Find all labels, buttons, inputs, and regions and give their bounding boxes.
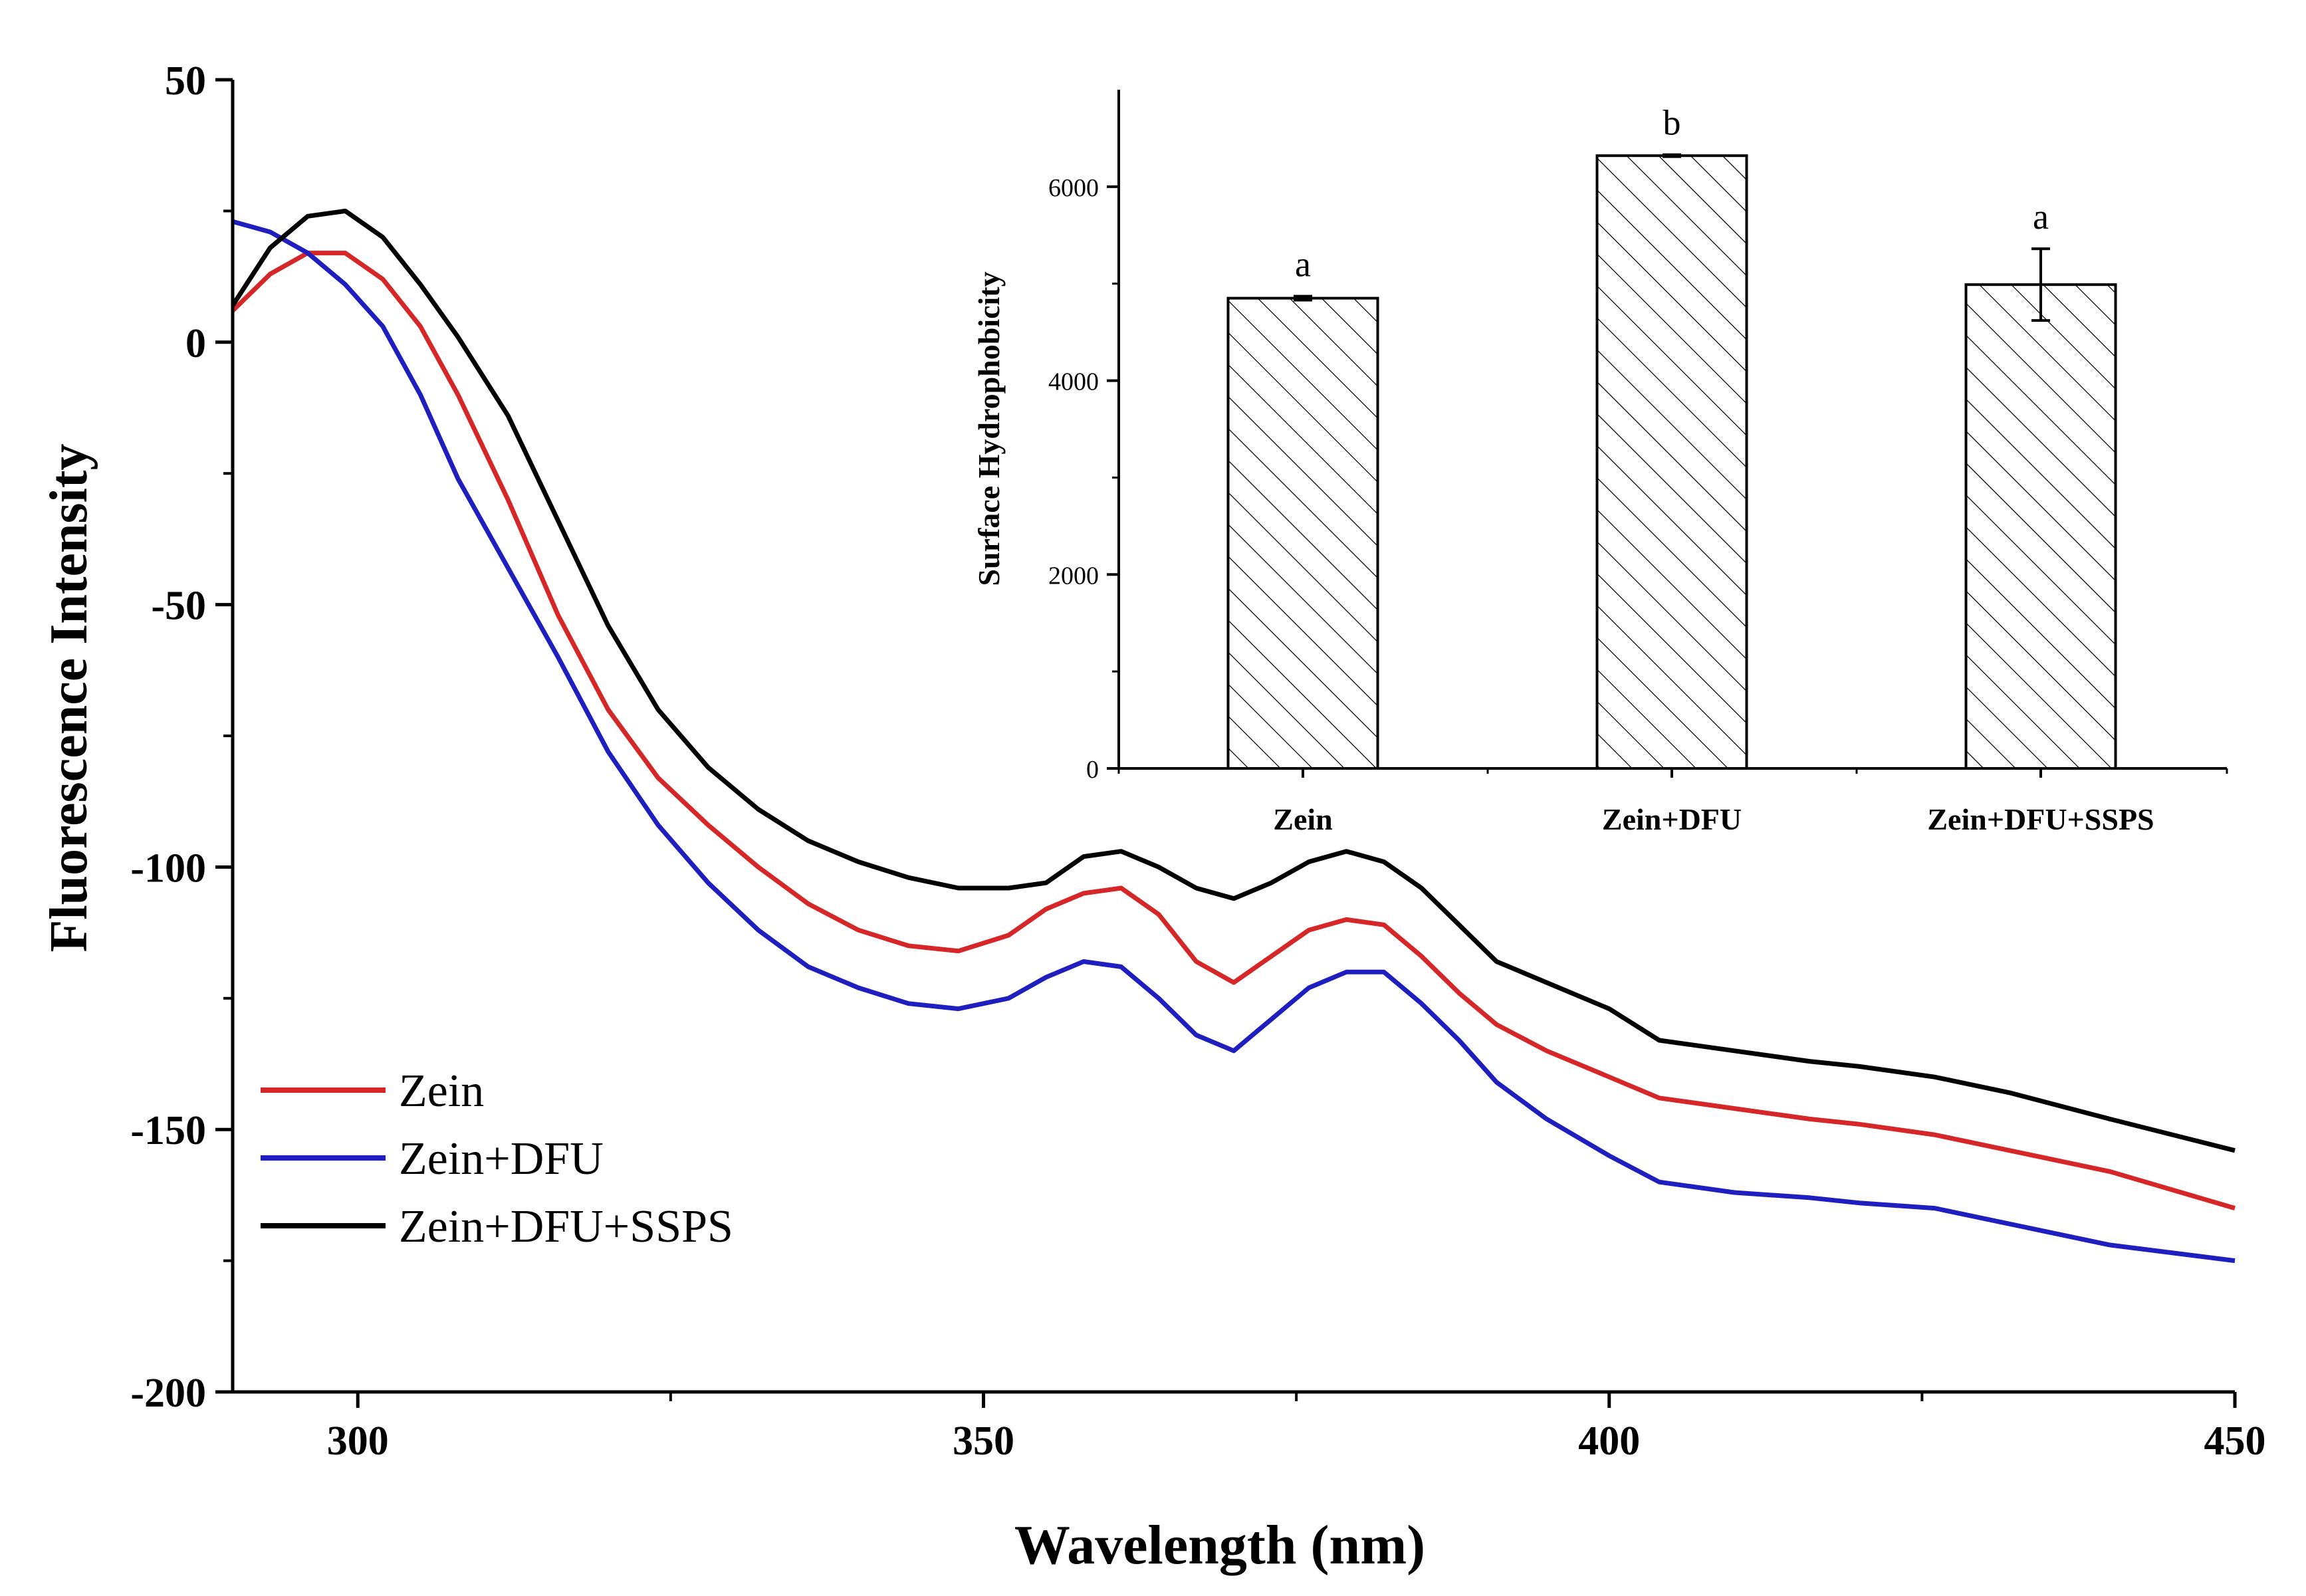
x-axis-title: Wavelength (nm) xyxy=(1014,1514,1425,1576)
legend-label: Zein xyxy=(399,1066,484,1117)
bar-zein xyxy=(1226,296,1379,770)
y-axis-title: Fluorescence Intensity xyxy=(40,443,98,952)
main-line-chart: -200 -150 -100 -50 0 50 300 350 400 450 Wavelengt… xyxy=(40,58,2266,1576)
inset-y-tick-label: 4000 xyxy=(1048,368,1099,396)
series-line-zein-dfu xyxy=(232,219,2236,1264)
significance-letter: a xyxy=(1295,245,1311,285)
bar-zein-dfu-ssps xyxy=(1964,283,2117,770)
legend: Zein Zein+DFU Zein+DFU+SSPS xyxy=(261,1066,733,1252)
inset-y-axis-title: Surface Hydrophobicity xyxy=(972,271,1006,586)
series-line-zein-dfu-ssps xyxy=(231,208,2236,1153)
significance-letter: a xyxy=(2033,197,2049,237)
legend-label: Zein+DFU xyxy=(399,1133,604,1185)
x-tick-label: 450 xyxy=(2204,1419,2266,1464)
inset-bars: a Zein b Zein+DFU a Zein+DFU+SSPS xyxy=(1226,103,2154,836)
main-series-group xyxy=(231,208,2236,1264)
series-line-zein xyxy=(231,251,2236,1210)
inset-y-tick-label: 2000 xyxy=(1048,562,1099,590)
y-tick-label: 0 xyxy=(185,321,206,366)
bar-category-label: Zein xyxy=(1273,802,1332,836)
inset-bar-chart: a Zein b Zein+DFU a Zein+DFU+SSPS 0 2000 4000 60… xyxy=(972,90,2228,836)
inset-ticks: 0 2000 4000 6000 xyxy=(1048,174,2228,784)
bar-zein-dfu xyxy=(1595,154,1748,770)
legend-label: Zein+DFU+SSPS xyxy=(399,1201,733,1252)
y-tick-label: -100 xyxy=(130,846,206,891)
y-tick-label: 50 xyxy=(165,58,206,104)
y-tick-label: -200 xyxy=(130,1371,206,1416)
bar-category-label: Zein+DFU+SSPS xyxy=(1927,802,2154,836)
x-tick-label: 400 xyxy=(1578,1419,1640,1464)
x-tick-label: 350 xyxy=(953,1419,1014,1464)
inset-y-tick-label: 0 xyxy=(1086,756,1099,784)
inset-y-tick-label: 6000 xyxy=(1048,174,1099,202)
y-tick-label: -150 xyxy=(130,1108,206,1153)
y-tick-label: -50 xyxy=(151,584,206,629)
bar-category-label: Zein+DFU xyxy=(1602,802,1742,836)
significance-letter: b xyxy=(1663,103,1681,143)
x-tick-label: 300 xyxy=(327,1419,389,1464)
main-ticks: -200 -150 -100 -50 0 50 300 350 400 450 xyxy=(130,58,2265,1464)
